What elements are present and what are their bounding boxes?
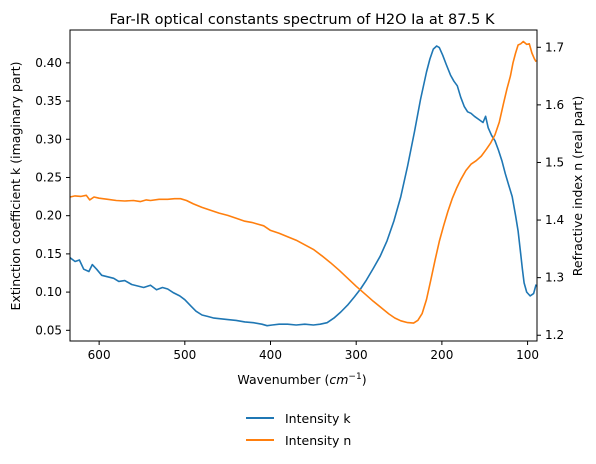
y-right-tick-label: 1.7 bbox=[545, 40, 564, 54]
x-axis-label: Wavenumber (cm−1) bbox=[237, 372, 366, 387]
legend-label-k: Intensity k bbox=[285, 411, 351, 426]
y-left-tick-label: 0.20 bbox=[35, 209, 62, 223]
y-left-tick-label: 0.25 bbox=[35, 170, 62, 184]
plot-area bbox=[69, 29, 538, 342]
x-tick-label: 400 bbox=[259, 348, 282, 362]
y-left-tick-label: 0.40 bbox=[35, 56, 62, 70]
y-left-tick-label: 0.10 bbox=[35, 285, 62, 299]
y-right-tick-label: 1.4 bbox=[545, 213, 564, 227]
x-tick-label: 100 bbox=[516, 348, 539, 362]
y-right-tick-label: 1.3 bbox=[545, 271, 564, 285]
series-line-n bbox=[69, 40, 537, 324]
x-tick-label: 200 bbox=[430, 348, 453, 362]
x-tick-label: 500 bbox=[173, 348, 196, 362]
y-right-tick-label: 1.5 bbox=[545, 155, 564, 169]
y-right-tick-label: 1.2 bbox=[545, 328, 564, 342]
legend-label-n: Intensity n bbox=[285, 433, 351, 448]
chart-title: Far-IR optical constants spectrum of H2O… bbox=[110, 12, 495, 28]
legend: Intensity k Intensity n bbox=[246, 411, 351, 448]
y-left-tick-label: 0.30 bbox=[35, 132, 62, 146]
y-left-tick-label: 0.05 bbox=[35, 323, 62, 337]
plot-frame bbox=[69, 29, 538, 342]
x-tick-label: 300 bbox=[345, 348, 368, 362]
series-line-k bbox=[69, 45, 537, 327]
y-left-axis-label: Extinction coefficient k (imaginary part… bbox=[8, 62, 23, 311]
y-left-tick-label: 0.35 bbox=[35, 94, 62, 108]
y-right-axis: 1.2 1.3 1.4 1.5 1.6 1.7 bbox=[537, 40, 564, 342]
x-axis: 600 500 400 300 200 100 bbox=[88, 341, 539, 362]
y-right-axis-label: Refractive index n (real part) bbox=[570, 96, 585, 276]
y-left-axis: 0.05 0.10 0.15 0.20 0.25 0.30 0.35 0.40 bbox=[35, 56, 70, 337]
y-left-tick-label: 0.15 bbox=[35, 247, 62, 261]
series-layer bbox=[69, 40, 537, 327]
y-right-tick-label: 1.6 bbox=[545, 98, 564, 112]
x-tick-label: 600 bbox=[88, 348, 111, 362]
